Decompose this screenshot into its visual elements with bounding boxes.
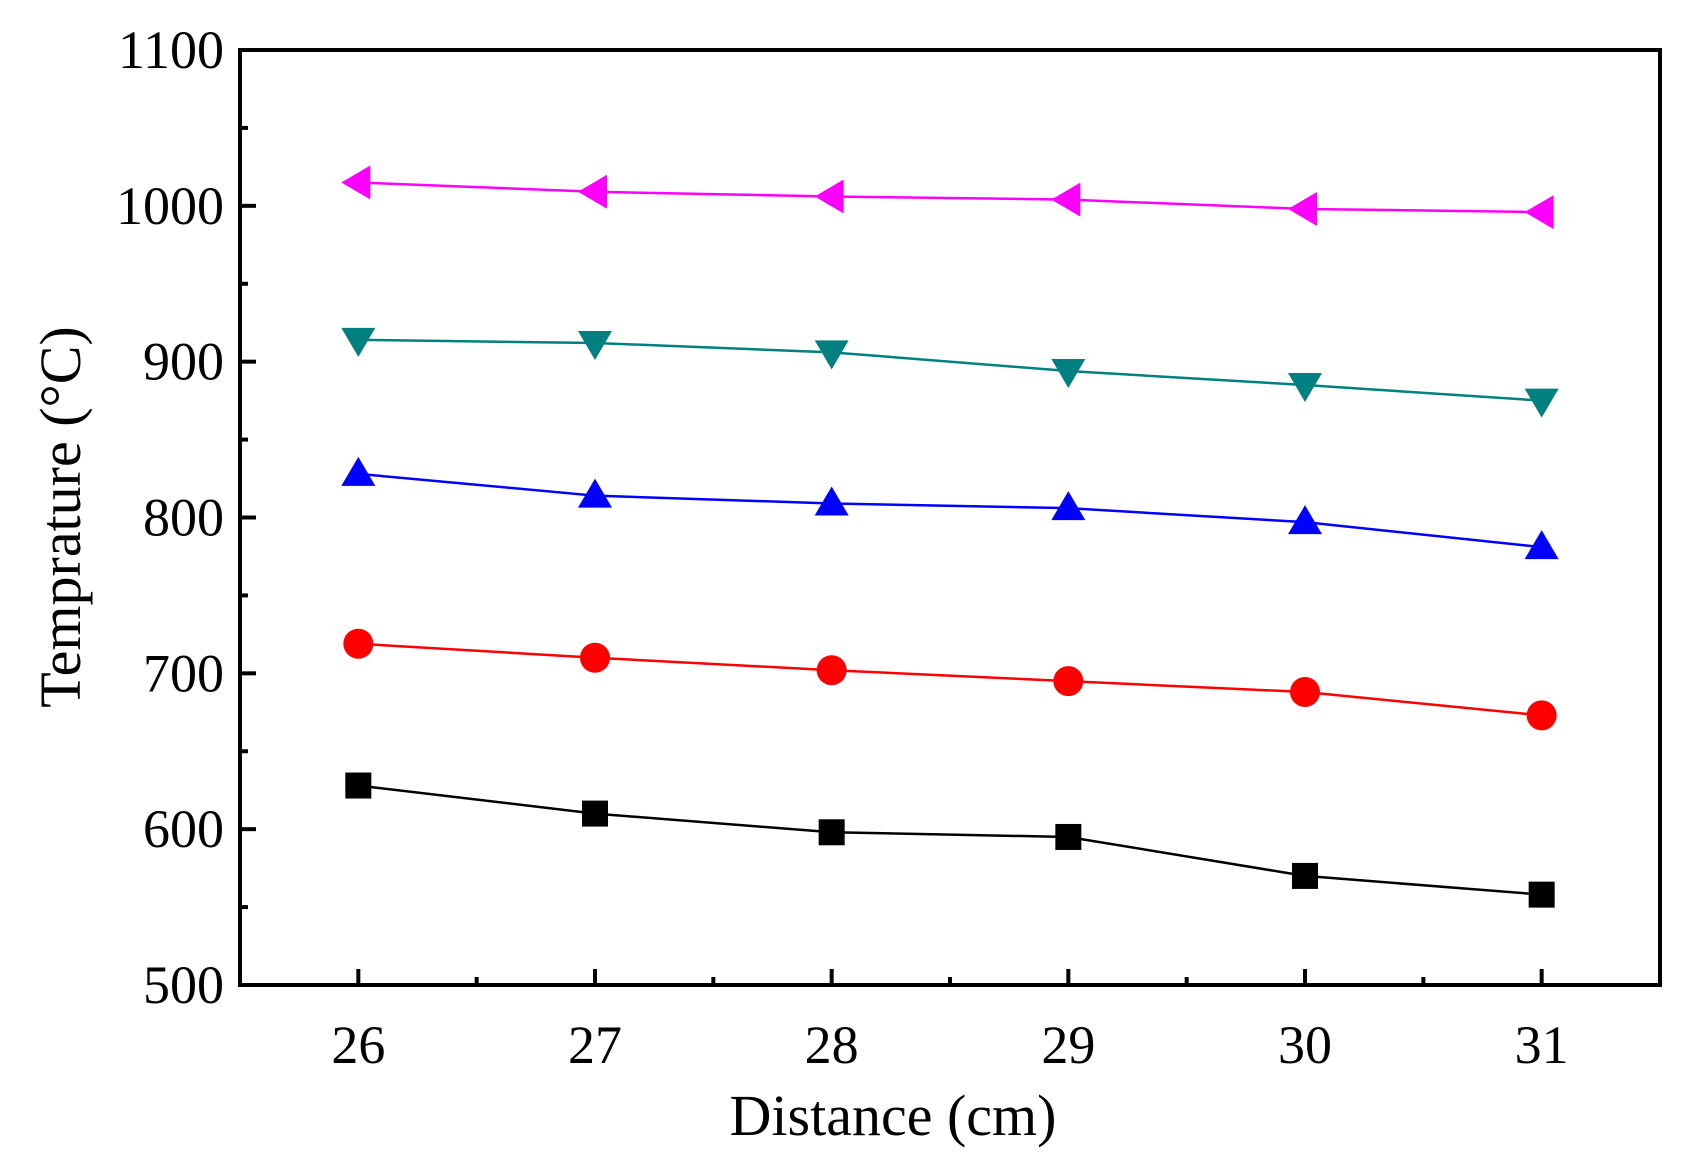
- data-point-square: [818, 819, 845, 846]
- data-point-triangle-down: [578, 330, 612, 360]
- data-point-circle: [816, 655, 847, 686]
- y-axis-ticks: [240, 48, 256, 987]
- data-point-triangle-down: [1288, 373, 1322, 403]
- data-point-triangle-left: [1288, 191, 1317, 226]
- data-point-square: [1292, 862, 1318, 889]
- x-tick-label: 27: [568, 1015, 622, 1075]
- data-point-circle: [580, 642, 610, 673]
- series-layer: [341, 165, 1559, 908]
- x-tick-label: 30: [1278, 1015, 1332, 1075]
- data-point-triangle-down: [1524, 388, 1559, 418]
- data-point-square: [582, 800, 608, 827]
- series-line: [358, 472, 1542, 549]
- data-point-square: [345, 772, 372, 799]
- x-axis-title: Distance (cm): [730, 1083, 1057, 1148]
- y-axis-title: Temprature (°C): [28, 326, 93, 707]
- data-point-triangle-up: [578, 478, 612, 508]
- y-tick-label: 1100: [118, 20, 224, 80]
- data-point-triangle-up: [341, 456, 376, 486]
- data-point-circle: [1290, 677, 1320, 708]
- data-point-triangle-left: [578, 174, 607, 209]
- x-tick-label: 29: [1041, 1015, 1095, 1075]
- series-line: [358, 181, 1542, 214]
- y-tick-label: 600: [143, 799, 224, 859]
- data-point-triangle-up: [1051, 491, 1086, 521]
- data-point-circle: [1526, 700, 1557, 731]
- x-tick-label: 26: [331, 1015, 385, 1075]
- x-tick-label: 31: [1515, 1015, 1569, 1075]
- data-point-triangle-down: [814, 340, 849, 370]
- series-group: [341, 456, 1559, 560]
- plot-frame: [238, 48, 1662, 987]
- data-point-triangle-left: [1524, 195, 1554, 230]
- y-tick-label: 1000: [116, 176, 224, 236]
- x-axis-tick-labels: 26 27 28 29 30 31: [331, 1015, 1568, 1075]
- series-line: [358, 784, 1542, 896]
- series-group: [341, 327, 1559, 418]
- data-point-triangle-down: [341, 327, 376, 357]
- data-point-triangle-up: [814, 486, 849, 516]
- data-point-triangle-left: [814, 179, 844, 214]
- data-point-triangle-down: [1051, 359, 1086, 389]
- series-group: [341, 165, 1554, 230]
- data-point-square: [1528, 881, 1555, 908]
- data-point-triangle-left: [1051, 182, 1081, 217]
- x-tick-label: 28: [805, 1015, 859, 1075]
- y-tick-label: 900: [143, 332, 224, 392]
- data-point-triangle-up: [1524, 530, 1559, 560]
- series-group: [343, 628, 1557, 731]
- y-tick-label: 800: [143, 488, 224, 548]
- series-group: [345, 772, 1555, 908]
- y-axis-tick-labels: 500 600 700 800 900 1000 1100: [116, 20, 224, 1015]
- data-point-triangle-left: [341, 165, 371, 200]
- data-point-circle: [343, 628, 374, 659]
- data-point-triangle-up: [1288, 505, 1322, 535]
- series-line: [358, 642, 1542, 717]
- data-point-circle: [1053, 666, 1084, 697]
- y-tick-label: 700: [143, 643, 224, 703]
- series-line: [358, 338, 1542, 402]
- x-axis-ticks: [356, 969, 1544, 985]
- data-point-square: [1055, 823, 1082, 850]
- y-tick-label: 500: [143, 955, 224, 1015]
